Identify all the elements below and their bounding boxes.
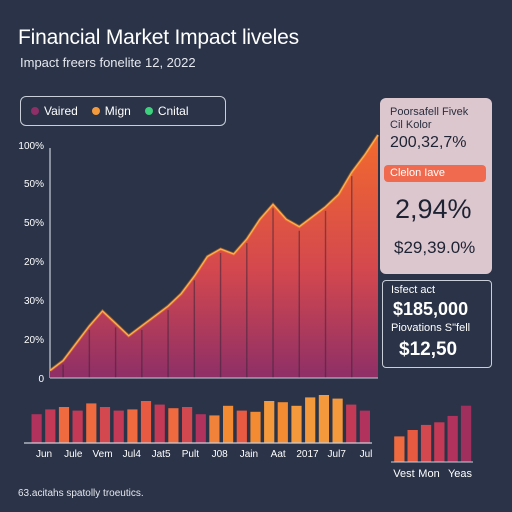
- x-tick-label: Vem: [93, 449, 113, 460]
- x-tick-label: Jul4: [123, 449, 142, 460]
- panel-top-value2: 2,94%: [395, 194, 472, 224]
- legend-label-mign: Mign: [104, 104, 131, 118]
- panel-bottom-value1: $185,000: [393, 299, 469, 319]
- panel-bottom-value2: $12,50: [399, 339, 458, 360]
- y-tick-label: 0: [38, 374, 44, 385]
- bar: [86, 403, 97, 443]
- legend-item-vaired: Vaired: [31, 104, 78, 118]
- x-tick-label: J08: [212, 449, 229, 460]
- panel-bottom-label2: Piovations S"fell: [391, 322, 471, 334]
- panel-top-value3: $29,39.0%: [394, 238, 476, 257]
- bar: [182, 407, 193, 443]
- x-tick-label: Aat: [271, 449, 286, 460]
- x-tick-label: Pult: [182, 449, 199, 460]
- bar: [168, 408, 179, 443]
- y-tick-label: 30%: [24, 296, 44, 307]
- area-fill: [50, 135, 378, 378]
- legend-label-vaired: Vaired: [44, 104, 78, 118]
- bar: [359, 410, 370, 443]
- x-tick-label: Jun: [36, 449, 52, 460]
- bar: [154, 404, 165, 443]
- chart-title: Financial Market Impact liveles: [18, 26, 299, 49]
- legend: Vaired Mign Cnital: [20, 96, 226, 126]
- small-bar: [394, 436, 405, 462]
- bar: [346, 404, 357, 443]
- bar: [58, 407, 70, 443]
- bar: [305, 397, 316, 443]
- stats-panel-bottom: Isfect act $185,000 Piovations S"fell $1…: [382, 280, 492, 368]
- panel-top-line1: Poorsafell Fivek: [390, 106, 469, 118]
- x-tick-label: 2017: [296, 449, 319, 460]
- bar-chart: Jun Jule Vem Jul4 Jat5 Pult J08 Jain Aat 2017 Jul7…: [24, 395, 372, 460]
- legend-swatch-cnital: [144, 107, 153, 115]
- small-bar: [434, 422, 445, 462]
- small-x-tick-label: Mon: [418, 468, 439, 480]
- y-tick-label: 100%: [18, 141, 44, 152]
- bar: [291, 405, 302, 443]
- bar-chart-small: Vest Mon Yeas: [391, 405, 473, 480]
- area-chart: 100% 50% 50% 20% 30% 20% 0: [18, 134, 380, 385]
- bar: [236, 410, 247, 443]
- panel-top-line2: Cil Kolor: [390, 119, 432, 131]
- x-tick-label: Jul: [360, 449, 373, 460]
- bar: [209, 415, 220, 443]
- small-x-tick-label: Vest: [393, 468, 414, 480]
- bar: [127, 409, 138, 443]
- bar: [72, 410, 83, 443]
- bar: [140, 401, 152, 443]
- y-tick-label: 20%: [24, 335, 44, 346]
- y-tick-label: 50%: [24, 179, 44, 190]
- panel-top-value1: 200,32,7%: [390, 134, 467, 151]
- small-bar: [407, 430, 418, 462]
- area-edge-line: [49, 134, 379, 372]
- bar: [277, 402, 288, 443]
- footer-note: 63.acitahs spatolly troeutics.: [18, 488, 144, 499]
- bar: [264, 401, 275, 443]
- bar: [99, 407, 111, 443]
- y-tick-label: 50%: [24, 218, 44, 229]
- bar: [318, 395, 329, 443]
- small-bar: [420, 424, 432, 462]
- x-tick-label: Jul7: [328, 449, 347, 460]
- small-bar: [460, 405, 472, 462]
- legend-swatch-mign: [91, 107, 100, 115]
- stats-panel-top: Poorsafell Fivek Cil Kolor 200,32,7% Cle…: [380, 98, 492, 274]
- bar: [250, 411, 261, 443]
- panel-bottom-label1: Isfect act: [391, 284, 436, 296]
- bar: [31, 414, 42, 443]
- y-tick-label: 20%: [24, 257, 44, 268]
- bar: [45, 409, 56, 443]
- bar: [223, 405, 234, 443]
- legend-item-mign: Mign: [91, 104, 131, 118]
- bar: [195, 414, 206, 443]
- bar: [332, 398, 343, 443]
- small-bar: [447, 415, 458, 462]
- legend-label-cnital: Cnital: [157, 104, 189, 118]
- chart-subtitle: Impact freers fonelite 12, 2022: [20, 55, 196, 70]
- x-tick-label: Jain: [240, 449, 258, 460]
- legend-item-cnital: Cnital: [144, 104, 189, 118]
- panel-top-tag: Clelon Iave: [384, 165, 486, 182]
- small-x-tick-label: Yeas: [448, 468, 473, 480]
- x-tick-label: Jat5: [152, 449, 171, 460]
- bar: [113, 410, 124, 443]
- legend-swatch-vaired: [31, 107, 39, 115]
- x-tick-label: Jule: [64, 449, 83, 460]
